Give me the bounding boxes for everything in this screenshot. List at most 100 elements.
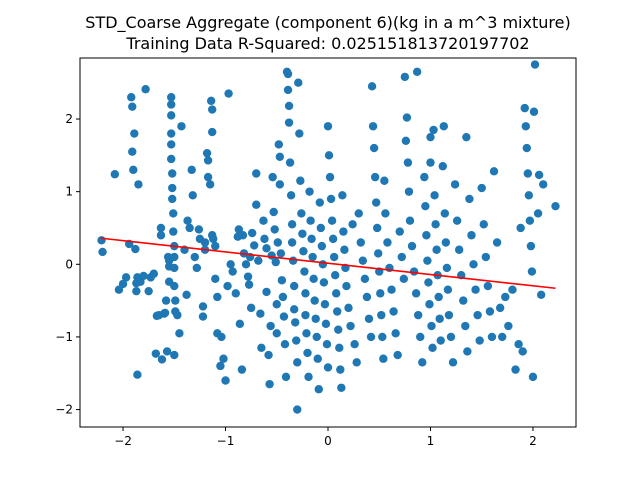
scatter-point <box>295 129 304 138</box>
scatter-point <box>198 302 208 311</box>
scatter-point <box>272 300 281 309</box>
scatter-point <box>402 113 412 122</box>
plot-frame <box>79 57 577 428</box>
scatter-point <box>167 140 176 149</box>
scatter-point <box>489 167 499 176</box>
scatter-point <box>296 176 305 185</box>
scatter-point <box>322 339 332 349</box>
scatter-point <box>241 260 251 269</box>
scatter-point <box>462 132 471 142</box>
scatter-point <box>266 321 275 331</box>
scatter-point <box>321 319 331 329</box>
scatter-point <box>289 305 299 314</box>
scatter-point <box>467 231 476 240</box>
scatter-point <box>340 245 349 254</box>
scatter-point <box>287 220 297 229</box>
scatter-point <box>379 354 388 363</box>
scatter-point <box>310 296 319 305</box>
scatter-point <box>521 122 530 131</box>
scatter-point <box>293 358 302 367</box>
scatter-point <box>334 325 343 334</box>
scatter-point <box>405 216 415 225</box>
scatter-point <box>364 314 374 323</box>
scatter-point <box>254 256 263 265</box>
scatter-point <box>504 321 513 331</box>
scatter-point <box>269 207 278 217</box>
scatter-point <box>370 172 380 182</box>
scatter-point <box>326 194 336 204</box>
scatter-point <box>383 238 392 247</box>
scatter-point <box>342 281 351 291</box>
scatter-point <box>188 191 197 200</box>
scatter-point <box>374 249 383 258</box>
scatter-point <box>110 170 120 179</box>
scatter-point <box>339 227 348 236</box>
scatter-point <box>139 271 148 281</box>
scatter-point <box>247 228 257 238</box>
y-tick-label: 0 <box>65 257 73 271</box>
scatter-point <box>344 303 353 313</box>
scatter-point <box>315 198 324 207</box>
scatter-point <box>284 101 294 111</box>
scatter-point <box>533 209 543 218</box>
scatter-point <box>273 238 282 247</box>
scatter-point <box>168 194 177 204</box>
scatter-point <box>514 339 523 349</box>
scatter-point <box>305 187 314 196</box>
scatter-point <box>434 292 443 302</box>
scatter-point <box>529 107 539 116</box>
scatter-point <box>401 136 411 146</box>
scatter-point <box>288 256 298 265</box>
scatter-point <box>256 309 265 318</box>
scatter-point <box>173 310 182 320</box>
scatter-point <box>459 296 468 305</box>
scatter-point <box>157 355 167 364</box>
scatter-point <box>335 343 344 353</box>
scatter-point <box>265 379 274 389</box>
scatter-point <box>167 129 176 138</box>
scatter-point <box>221 376 230 385</box>
scatter-point <box>313 354 322 363</box>
scatter-point <box>360 274 370 284</box>
scatter-point <box>362 292 372 302</box>
scatter-point <box>446 332 456 342</box>
scatter-point <box>237 365 247 374</box>
scatter-point <box>129 165 138 175</box>
scatter-point <box>399 274 409 284</box>
scatter-point <box>411 289 421 298</box>
scatter-point <box>268 172 277 182</box>
scatter-point <box>235 319 245 329</box>
scatter-point <box>498 332 507 342</box>
scatter-point <box>407 241 417 251</box>
scatter-point <box>311 314 320 323</box>
scatter-point <box>260 234 269 244</box>
scatter-point <box>203 172 213 182</box>
x-tick-label: 2 <box>529 434 537 448</box>
scatter-point <box>469 260 478 269</box>
scatter-point <box>329 252 339 262</box>
scatter-point <box>169 227 178 236</box>
scatter-point <box>244 280 254 289</box>
scatter-point <box>332 289 341 298</box>
scatter-point <box>421 201 430 211</box>
scatter-point <box>492 238 502 247</box>
scatter-point <box>114 285 124 294</box>
scatter-point <box>526 241 536 251</box>
scatter-point <box>149 269 158 278</box>
scatter-point <box>501 292 510 302</box>
scatter-point <box>534 170 544 180</box>
scatter-point <box>234 225 244 234</box>
scatter-point <box>412 67 422 77</box>
scatter-point <box>128 102 137 111</box>
scatter-point <box>169 209 178 218</box>
scatter-point <box>151 349 161 358</box>
scatter-point <box>477 183 486 193</box>
scatter-point <box>320 300 330 309</box>
scatter-point <box>440 209 450 218</box>
scatter-point <box>276 249 286 258</box>
x-tick-label: −1 <box>217 434 235 448</box>
x-tick-label: 0 <box>324 434 332 448</box>
x-axis-ticks: −2 −1 0 1 2 <box>114 427 537 448</box>
scatter-point <box>287 238 297 247</box>
